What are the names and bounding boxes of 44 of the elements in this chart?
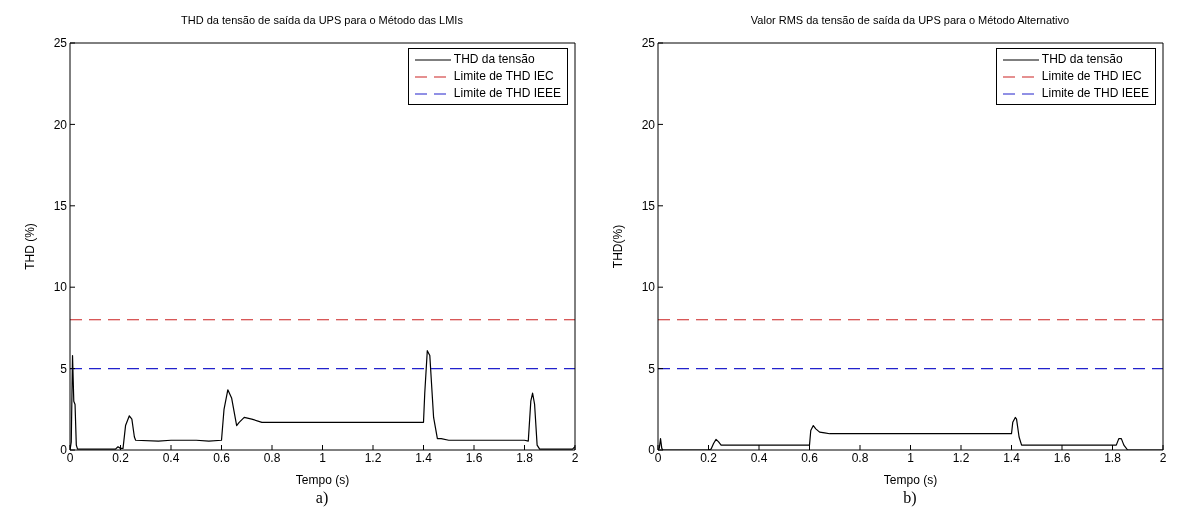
x-tick-label: 1.6 [465,450,483,465]
legend-label: THD da tensão [453,51,535,68]
legend-label: Limite de THD IEC [453,68,554,85]
x-tick-label: 0.4 [750,450,768,465]
x-tick-label: 0.8 [263,450,281,465]
x-tick-label: 2 [1159,450,1167,465]
x-tick-label: 1.8 [1104,450,1122,465]
y-tick-label: 15 [53,199,68,214]
x-tick-label: 1.4 [1003,450,1021,465]
x-tick-label: 1.2 [952,450,970,465]
y-axis-title: THD(%) [611,224,626,269]
x-tick-label: 1 [907,450,915,465]
y-tick-label: 20 [641,117,656,132]
y-axis-title: THD (%) [23,223,38,270]
text: b) [902,488,918,508]
x-tick-label: 0.2 [112,450,130,465]
x-tick-label: 0.6 [213,450,231,465]
y-tick-label: 25 [53,36,68,51]
legend-label: THD da tensão [1041,51,1123,68]
y-tick-label: 15 [641,199,656,214]
legend-label: Limite de THD IEC [1041,68,1142,85]
x-tick-label: 1.4 [415,450,433,465]
y-tick-label: 10 [641,280,656,295]
chart-title: THD da tensão de saída da UPS para o Método das LMIs [180,14,464,26]
text: a) [314,488,330,508]
y-tick-label: 5 [60,361,68,376]
y-tick-label: 10 [53,280,68,295]
x-tick-label: 1.2 [364,450,382,465]
chart-title: Valor RMS da tensão de saída da UPS para o Método Alternativo [749,14,1071,26]
legend-label: Limite de THD IEEE [1041,85,1149,102]
x-axis-title: Tempo (s) [295,473,350,487]
x-tick-label: 0.2 [700,450,718,465]
x-tick-label: 0.8 [851,450,869,465]
y-tick-label: 25 [641,36,656,51]
x-tick-label: 1.8 [516,450,534,465]
x-tick-label: 2 [571,450,579,465]
y-tick-label: 20 [53,117,68,132]
x-tick-label: 0.6 [801,450,819,465]
y-tick-label: 5 [648,361,656,376]
x-tick-label: 1 [319,450,327,465]
x-tick-label: 1.6 [1053,450,1071,465]
x-tick-label: 0.4 [162,450,180,465]
x-axis-title: Tempo (s) [883,473,938,487]
legend-label: Limite de THD IEEE [453,85,561,102]
